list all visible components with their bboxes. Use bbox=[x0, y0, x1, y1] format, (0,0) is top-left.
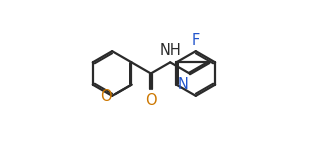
Text: N: N bbox=[177, 77, 188, 92]
Text: NH: NH bbox=[159, 43, 181, 58]
Text: O: O bbox=[100, 89, 111, 104]
Text: F: F bbox=[192, 32, 200, 47]
Text: O: O bbox=[145, 93, 157, 108]
